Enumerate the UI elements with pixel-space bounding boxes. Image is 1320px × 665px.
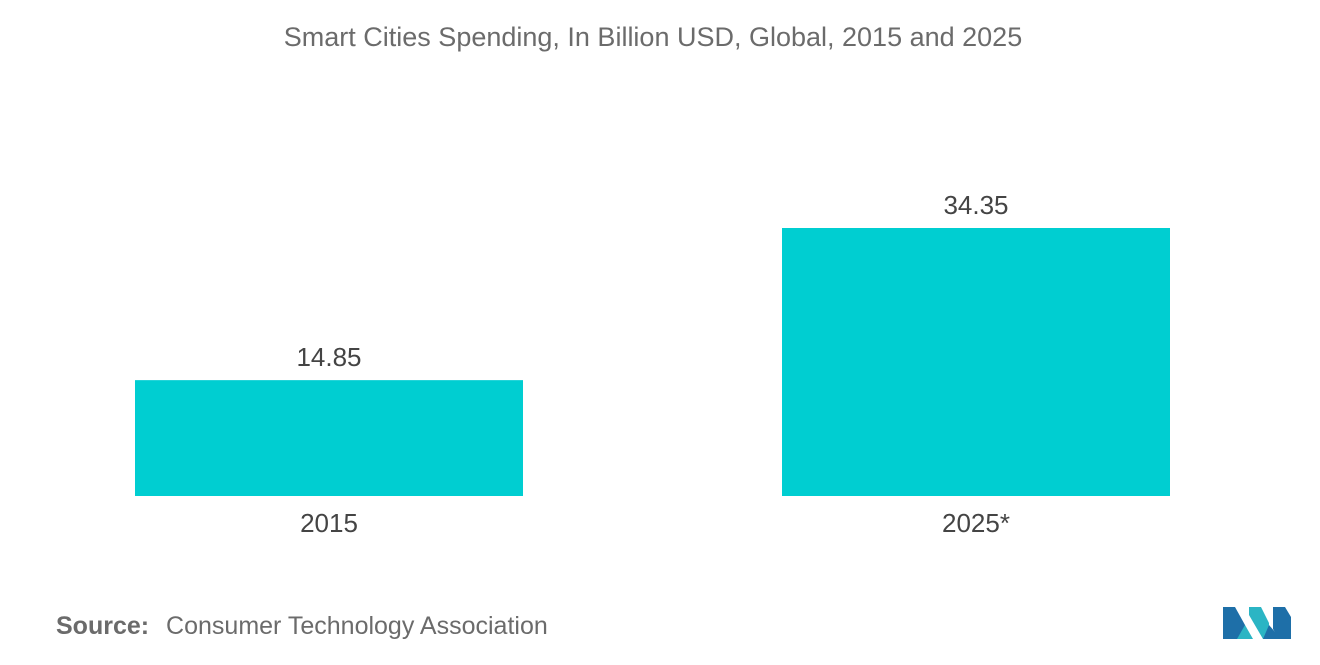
data-label-2015: 14.85 bbox=[296, 342, 361, 372]
source-note: Source: Consumer Technology Association bbox=[56, 612, 548, 641]
bar-2015 bbox=[135, 380, 523, 496]
bar-2025* bbox=[782, 228, 1170, 496]
chart-title: Smart Cities Spending, In Billion USD, G… bbox=[283, 22, 1023, 52]
x-tick-label-2025*: 2025* bbox=[942, 508, 1010, 538]
source-label: Source: bbox=[56, 612, 150, 640]
data-label-2025*: 34.35 bbox=[943, 190, 1008, 220]
bar-chart: 14.85 2015 34.35 2025* bbox=[135, 190, 1170, 538]
x-tick-label-2015: 2015 bbox=[300, 508, 358, 538]
mordor-intelligence-logo-icon bbox=[1223, 607, 1291, 639]
source-text: Consumer Technology Association bbox=[166, 612, 548, 640]
